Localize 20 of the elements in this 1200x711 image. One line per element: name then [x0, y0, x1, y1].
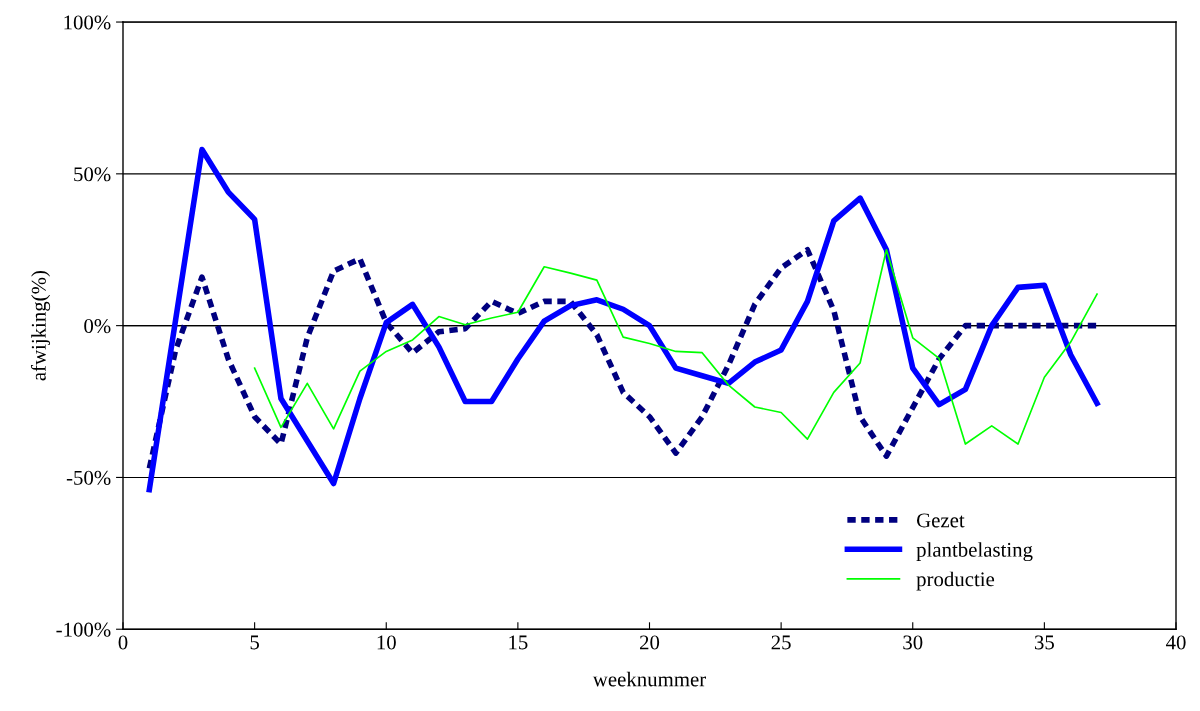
legend-label: productie [916, 571, 995, 591]
x-tick-label: 35 [1034, 635, 1054, 650]
legend-label: Gezet [916, 513, 965, 528]
y-tick-label: -100% [56, 622, 111, 637]
x-tick-label: 25 [771, 635, 791, 650]
x-tick-label: 30 [903, 635, 923, 650]
y-tick-label: 0% [84, 319, 111, 334]
y-tick-label: 100% [64, 15, 111, 30]
x-axis-title: weeknummer [592, 671, 707, 687]
line-series [253, 248, 1098, 445]
y-tick-label: 50% [74, 167, 111, 182]
x-tick-label: 5 [250, 635, 260, 650]
x-tick-label: 10 [377, 635, 396, 650]
y-axis-title: afwijking(%) [30, 271, 51, 381]
x-tick-label: 40 [1165, 635, 1186, 650]
y-tick-label: -50% [66, 470, 111, 485]
x-tick-label: 15 [509, 635, 528, 650]
legend-label: plantbelasting [916, 542, 1033, 562]
x-tick-label: 20 [640, 635, 660, 650]
x-tick-label: 0 [118, 635, 128, 650]
